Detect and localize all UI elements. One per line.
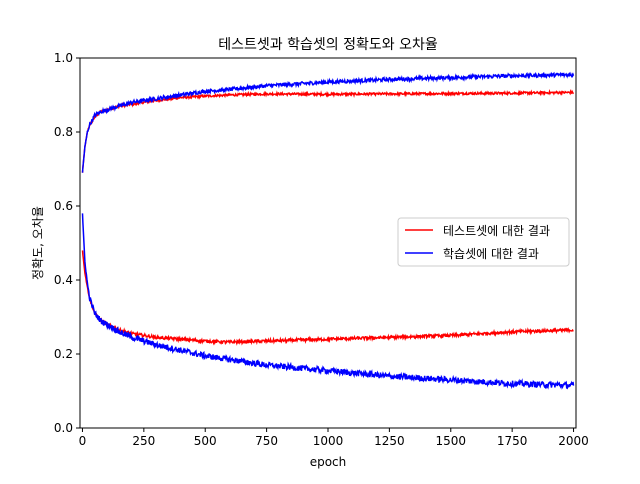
series-lines — [81, 71, 575, 390]
x-tick-label: 500 — [194, 434, 217, 448]
y-axis-label: 정확도, 오차율 — [31, 206, 45, 280]
series-line-0 — [81, 89, 575, 173]
x-tick-label: 1000 — [313, 434, 344, 448]
y-tick-label: 1.0 — [54, 51, 73, 65]
legend-frame — [397, 217, 570, 267]
x-tick-label: 0 — [79, 434, 87, 448]
x-axis-label: epoch — [310, 455, 347, 469]
y-tick-label: 0.8 — [54, 125, 73, 139]
x-tick-label: 1750 — [497, 434, 528, 448]
x-axis-ticks: 0 250 500 750 1000 1250 1500 1750 2000 — [79, 428, 589, 448]
legend-label-test: 테스트셋에 대한 결과 — [443, 224, 550, 238]
legend-label-train: 학습셋에 대한 결과 — [443, 247, 539, 261]
series-line-3 — [81, 213, 575, 390]
series-line-1 — [81, 71, 575, 173]
legend: 테스트셋에 대한 결과 학습셋에 대한 결과 — [397, 217, 570, 267]
x-tick-label: 750 — [255, 434, 278, 448]
series-line-2 — [81, 250, 574, 346]
x-tick-label: 1500 — [435, 434, 466, 448]
y-axis-ticks: 0.0 0.2 0.4 0.6 0.8 1.0 — [54, 51, 80, 435]
x-tick-label: 1250 — [374, 434, 405, 448]
y-tick-label: 0.6 — [54, 199, 73, 213]
y-tick-label: 0.4 — [54, 273, 73, 287]
chart-title: 테스트셋과 학습셋의 정확도와 오차율 — [218, 37, 438, 53]
x-tick-label: 250 — [132, 434, 155, 448]
y-tick-label: 0.0 — [54, 421, 73, 435]
y-tick-label: 0.2 — [54, 347, 73, 361]
x-tick-label: 2000 — [558, 434, 589, 448]
